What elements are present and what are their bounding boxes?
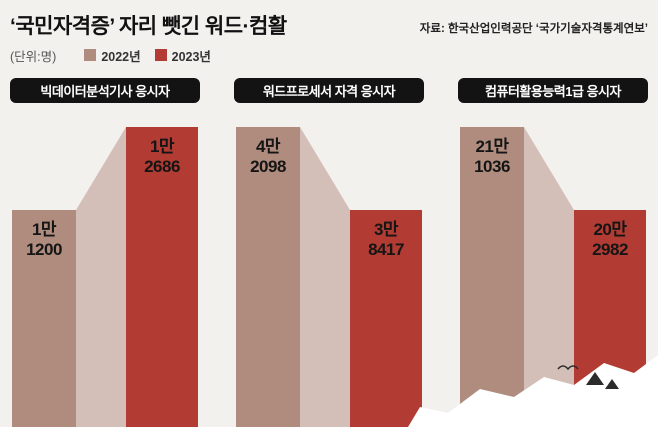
bar-2022: 1만 1200 — [12, 210, 76, 427]
plot-area: 4만 2098 3만 8417 — [234, 113, 424, 427]
ramp-shape — [76, 127, 126, 427]
bar-value-label: 1만 2686 — [144, 137, 180, 176]
plot-area: 1만 1200 1만 2686 — [10, 113, 200, 427]
ramp-shape — [300, 127, 350, 427]
bar-2022: 4만 2098 — [236, 127, 300, 427]
bar-2023: 3만 8417 — [350, 210, 422, 427]
legend-item-2022: 2022년 — [84, 46, 141, 65]
chart-panel-computer: 컴퓨터활용능력1급 응시자 21만 1036 20만 2982 — [458, 78, 648, 427]
bar-value-label: 21만 1036 — [474, 137, 510, 176]
panel-title: 빅데이터분석기사 응시자 — [10, 78, 200, 103]
panel-title: 워드프로세서 자격 응시자 — [234, 78, 424, 103]
legend-swatch-2023-icon — [154, 49, 167, 61]
chart-panel-word: 워드프로세서 자격 응시자 4만 2098 3만 8417 — [234, 78, 424, 427]
bar-value-label: 1만 1200 — [26, 220, 62, 259]
unit-label: (단위:명) — [10, 49, 57, 64]
bar-value-label: 4만 2098 — [250, 137, 286, 176]
legend: (단위:명) 2022년 2023년 — [10, 46, 211, 65]
chart-panels: 빅데이터분석기사 응시자 1만 1200 1만 2686 워드프 — [10, 78, 648, 427]
source-note: 자료: 한국산업인력공단 ‘국가기술자격통계연보’ — [419, 23, 648, 35]
panel-title: 컴퓨터활용능력1급 응시자 — [458, 78, 648, 103]
bar-value-label: 20만 2982 — [592, 220, 628, 259]
ramp-shape — [524, 127, 574, 427]
legend-swatch-2022-icon — [84, 49, 97, 61]
legend-label-2022: 2022년 — [101, 49, 141, 64]
page-title: ‘국민자격증’ 자리 뺏긴 워드·컴활 — [10, 15, 287, 38]
legend-label-2023: 2023년 — [171, 49, 211, 64]
chart-panel-bigdata: 빅데이터분석기사 응시자 1만 1200 1만 2686 — [10, 78, 200, 427]
bar-2023: 1만 2686 — [126, 127, 198, 427]
bar-2022: 21만 1036 — [460, 127, 524, 427]
bar-value-label: 3만 8417 — [368, 220, 404, 259]
torn-paper-decoration — [408, 355, 658, 427]
legend-item-2023: 2023년 — [154, 46, 211, 65]
